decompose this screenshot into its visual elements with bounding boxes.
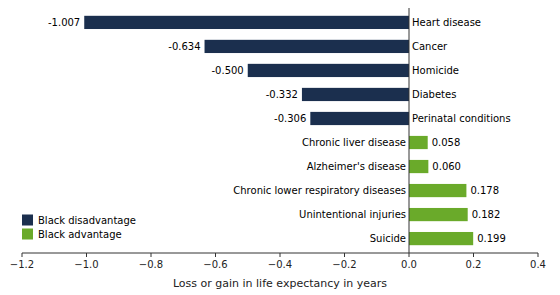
x-tick-label: −0.4: [268, 259, 292, 270]
x-tick-label: −0.2: [332, 259, 356, 270]
x-tick: [22, 253, 23, 257]
x-tick-label: 0.4: [530, 259, 546, 270]
category-label: Suicide: [370, 233, 406, 244]
data-label: 0.182: [472, 209, 501, 220]
x-tick: [344, 253, 345, 257]
legend-label: Black advantage: [38, 229, 122, 240]
data-label: 0.199: [477, 233, 506, 244]
x-tick: [86, 253, 87, 257]
category-label: Unintentional injuries: [299, 209, 406, 220]
legend-swatch: [22, 229, 33, 240]
bar: [205, 40, 409, 53]
bar: [248, 64, 409, 77]
data-label: 0.060: [432, 161, 461, 172]
x-tick: [473, 253, 474, 257]
data-label: -0.332: [266, 89, 298, 100]
category-label: Chronic liver disease: [302, 137, 406, 148]
x-tick: [280, 253, 281, 257]
category-label: Homicide: [412, 65, 459, 76]
bar: [409, 184, 466, 197]
x-tick-label: −1.2: [10, 259, 34, 270]
x-tick: [215, 253, 216, 257]
data-label: -0.500: [212, 65, 244, 76]
category-label: Perinatal conditions: [412, 113, 511, 124]
x-tick-label: 0.0: [401, 259, 417, 270]
x-tick: [409, 253, 410, 257]
bar: [84, 16, 409, 29]
legend: Black disadvantage Black advantage: [22, 215, 136, 240]
data-label: 0.178: [470, 185, 499, 196]
x-tick: [151, 253, 152, 257]
bar: [310, 112, 409, 125]
x-tick-label: −1.0: [74, 259, 98, 270]
labels: -1.007 -0.634 -0.500 -0.332 -0.306 0.058 0.060…: [48, 17, 511, 244]
bar: [302, 88, 409, 101]
bars: [84, 16, 473, 245]
bar: [409, 232, 473, 245]
x-tick: [538, 253, 539, 257]
data-label: -0.634: [168, 41, 200, 52]
x-tick-label: 0.2: [466, 259, 482, 270]
legend-label: Black disadvantage: [38, 215, 136, 226]
category-label: Chronic lower respiratory diseases: [233, 185, 406, 196]
bar: [409, 160, 428, 173]
category-label: Alzheimer's disease: [307, 161, 406, 172]
data-label: -1.007: [48, 17, 80, 28]
legend-swatch: [22, 215, 33, 226]
x-tick-label: −0.6: [203, 259, 227, 270]
bar: [409, 208, 468, 221]
category-label: Cancer: [412, 41, 448, 52]
bar: [409, 136, 428, 149]
zero-line: [409, 8, 410, 253]
category-label: Diabetes: [412, 89, 456, 100]
data-label: 0.058: [432, 137, 461, 148]
x-tick-label: −0.8: [139, 259, 163, 270]
x-axis-label: Loss or gain in life expectancy in years: [173, 277, 387, 290]
chart: −1.2 −1.0 −0.8 −0.6 −0.4 −0.2 0.0 0.2 0.4 Loss or…: [0, 0, 560, 295]
data-label: -0.306: [274, 113, 306, 124]
category-label: Heart disease: [412, 17, 481, 28]
